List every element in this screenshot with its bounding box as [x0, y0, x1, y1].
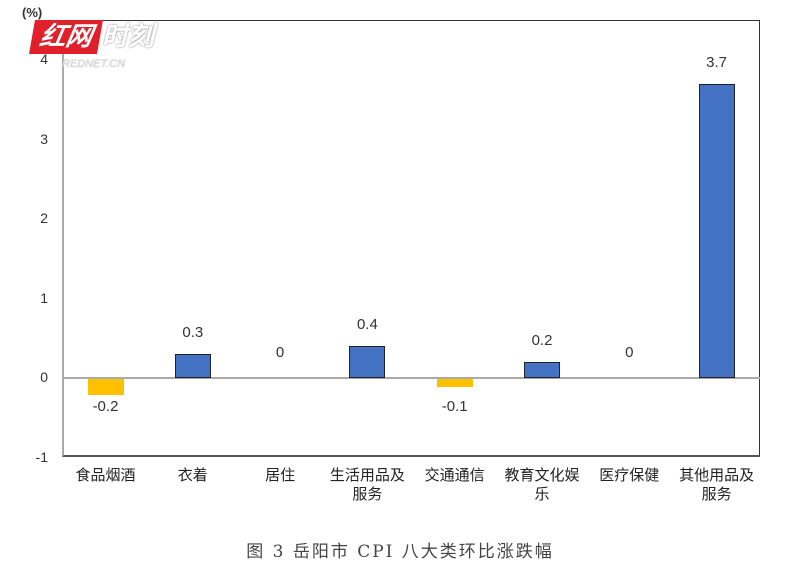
x-category-label: 居住 — [265, 466, 296, 484]
watermark-logo: 红网 时刻 REDNET.CN — [29, 20, 182, 80]
bar — [698, 83, 735, 378]
y-tick-label: 2 — [40, 210, 48, 226]
bar — [436, 379, 473, 387]
watermark-white-text: 时刻 — [102, 22, 155, 52]
bar-value-label: 0.4 — [356, 316, 378, 334]
y-axis-unit: (%) — [22, 5, 43, 20]
bar-value-label: 0.2 — [531, 332, 553, 350]
y-tick-label: 0 — [40, 369, 48, 385]
plot-area — [62, 20, 760, 457]
x-category-label: 食品烟酒 — [75, 466, 136, 484]
bar-value-label: 0.3 — [182, 324, 204, 342]
watermark-red-text: 红网 — [29, 20, 103, 54]
x-category-label: 医疗保健 — [599, 466, 660, 484]
watermark-sub-text: REDNET.CN — [62, 58, 126, 70]
y-tick-label: -1 — [35, 448, 48, 465]
bar — [349, 346, 386, 378]
y-tick-label: 3 — [40, 130, 48, 147]
bar-value-label: 0 — [275, 344, 285, 361]
x-category-label: 交通通信 — [424, 466, 485, 484]
bar — [524, 362, 560, 378]
zero-baseline — [62, 377, 760, 379]
x-category-label: 衣着 — [177, 466, 208, 484]
bar-value-label: 3.7 — [706, 53, 728, 71]
chart-caption: 图 3 岳阳市 CPI 八大类环比涨跌幅 — [246, 542, 554, 562]
y-tick-label: 4 — [40, 51, 48, 67]
bar-value-label: -0.1 — [441, 398, 468, 415]
x-category-label: 生活用品及 服务 — [329, 466, 405, 503]
x-category-label: 其他用品及 服务 — [679, 466, 755, 503]
bar — [174, 354, 211, 378]
bar-value-label: -0.2 — [92, 398, 119, 415]
y-tick-label: 1 — [40, 289, 48, 306]
bar — [87, 379, 124, 395]
x-category-label: 教育文化娱乐 — [504, 466, 580, 503]
bar-value-label: 0 — [625, 344, 634, 361]
